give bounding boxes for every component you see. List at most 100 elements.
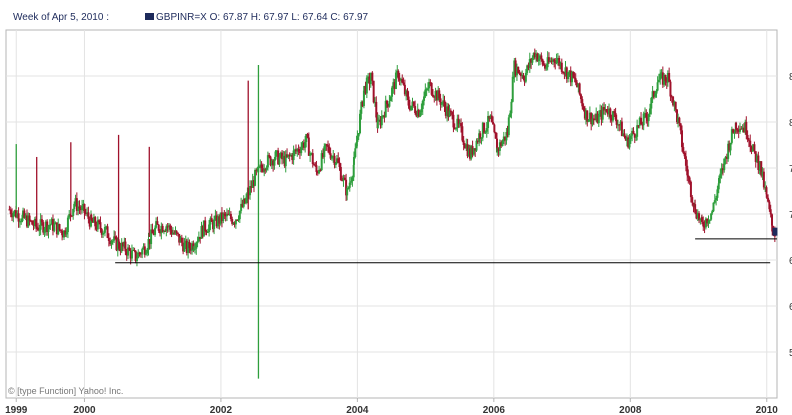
candle-body bbox=[384, 100, 387, 118]
candle-body bbox=[180, 237, 183, 243]
candle-body bbox=[664, 74, 667, 82]
candle-body bbox=[337, 158, 340, 163]
candle-body bbox=[402, 82, 405, 85]
candle-body bbox=[375, 101, 378, 118]
axes: 55 60 65 70 75 80 85 1999 2000 2002 2004 2006 2008 20… bbox=[5, 72, 792, 415]
candle-body bbox=[540, 55, 543, 60]
chart-header: Week of Apr 5, 2010 : GBPINR=X O: 67.87 … bbox=[0, 0, 792, 28]
candle-body bbox=[507, 117, 510, 136]
candle-body bbox=[289, 154, 292, 156]
candle-body bbox=[407, 96, 410, 106]
candle-body bbox=[684, 156, 687, 166]
candle-body bbox=[517, 66, 520, 74]
candle-body bbox=[281, 152, 284, 160]
candle-body bbox=[352, 156, 355, 165]
candle-body bbox=[388, 101, 391, 107]
candle-body bbox=[392, 82, 395, 88]
candle-body bbox=[297, 149, 300, 152]
candle-body bbox=[214, 215, 217, 220]
candle-body bbox=[368, 76, 371, 85]
candle-body bbox=[493, 124, 496, 133]
candle-body bbox=[237, 219, 240, 221]
copyright-credit: © [type Function] Yahoo! Inc. bbox=[8, 386, 123, 396]
candle-body bbox=[527, 65, 530, 68]
candle-body bbox=[310, 153, 313, 155]
candle-body bbox=[27, 215, 30, 227]
x-tick-label: 2008 bbox=[619, 405, 642, 415]
candle-body bbox=[199, 236, 202, 239]
candle-body bbox=[576, 82, 579, 88]
candle-body bbox=[479, 133, 482, 139]
candle-body bbox=[182, 242, 185, 252]
candle-body bbox=[609, 108, 612, 118]
candle-body bbox=[670, 96, 673, 98]
candle-body bbox=[470, 146, 473, 159]
candle-body bbox=[365, 77, 368, 94]
candle-body bbox=[448, 110, 451, 117]
candle-body bbox=[484, 131, 487, 133]
x-tick-label: 2010 bbox=[756, 405, 779, 415]
candle-body bbox=[22, 210, 25, 215]
candle-body bbox=[314, 165, 317, 167]
candle-body bbox=[142, 246, 145, 250]
candle-body bbox=[611, 111, 614, 121]
candle-body bbox=[54, 222, 57, 225]
candle-body bbox=[124, 241, 127, 252]
candle-body bbox=[383, 115, 386, 118]
candle-body bbox=[637, 125, 640, 127]
candle-body bbox=[123, 241, 126, 247]
candle-body bbox=[330, 156, 333, 159]
last-price-marker bbox=[772, 227, 778, 236]
candle-body bbox=[154, 227, 157, 235]
candle-body bbox=[338, 162, 341, 167]
candle-body bbox=[40, 219, 43, 223]
candle-body bbox=[77, 206, 80, 211]
candle-body bbox=[710, 213, 713, 220]
candle-body bbox=[354, 148, 357, 157]
candle-body bbox=[592, 118, 595, 120]
candle-body bbox=[428, 82, 431, 89]
candle-body bbox=[122, 242, 125, 247]
candle-body bbox=[156, 221, 159, 225]
candle-body bbox=[294, 149, 297, 152]
candle-body bbox=[622, 133, 625, 137]
candle-body bbox=[460, 123, 463, 127]
candle-body bbox=[298, 151, 301, 154]
candle-body bbox=[558, 58, 561, 66]
candle-body bbox=[583, 109, 586, 119]
y-tick-label: 60 bbox=[789, 302, 792, 313]
candle-body bbox=[666, 72, 669, 83]
candle-body bbox=[668, 72, 671, 82]
candle-body bbox=[233, 223, 236, 225]
candle-body bbox=[115, 236, 118, 251]
candle-body bbox=[522, 75, 525, 80]
candle-body bbox=[654, 93, 657, 97]
candle-body bbox=[462, 140, 465, 145]
candle-body bbox=[689, 181, 692, 198]
candle-body bbox=[505, 132, 508, 141]
quote-summary: GBPINR=X O: 67.87 H: 67.97 L: 67.64 C: 6… bbox=[145, 12, 368, 23]
x-tick-label: 2006 bbox=[483, 405, 506, 415]
candle-body bbox=[296, 149, 299, 152]
candle-body bbox=[694, 204, 697, 213]
y-tick-label: 55 bbox=[789, 348, 792, 359]
candle-body bbox=[650, 98, 653, 109]
candle-body bbox=[83, 203, 86, 214]
candle-body bbox=[415, 113, 418, 117]
candle-body bbox=[379, 119, 382, 126]
candle-body bbox=[614, 112, 617, 120]
candle-body bbox=[588, 112, 591, 120]
candle-body bbox=[84, 213, 87, 215]
candle-body bbox=[572, 71, 575, 78]
candle-body bbox=[120, 242, 123, 252]
candle-body bbox=[435, 91, 438, 101]
candle-body bbox=[72, 208, 75, 216]
candle-body bbox=[485, 128, 488, 132]
candle-body bbox=[581, 99, 584, 107]
series-swatch-icon bbox=[145, 13, 154, 20]
candle-body bbox=[78, 206, 81, 209]
candle-body bbox=[476, 140, 479, 142]
candle-body bbox=[715, 197, 718, 201]
candle-body bbox=[497, 148, 500, 151]
